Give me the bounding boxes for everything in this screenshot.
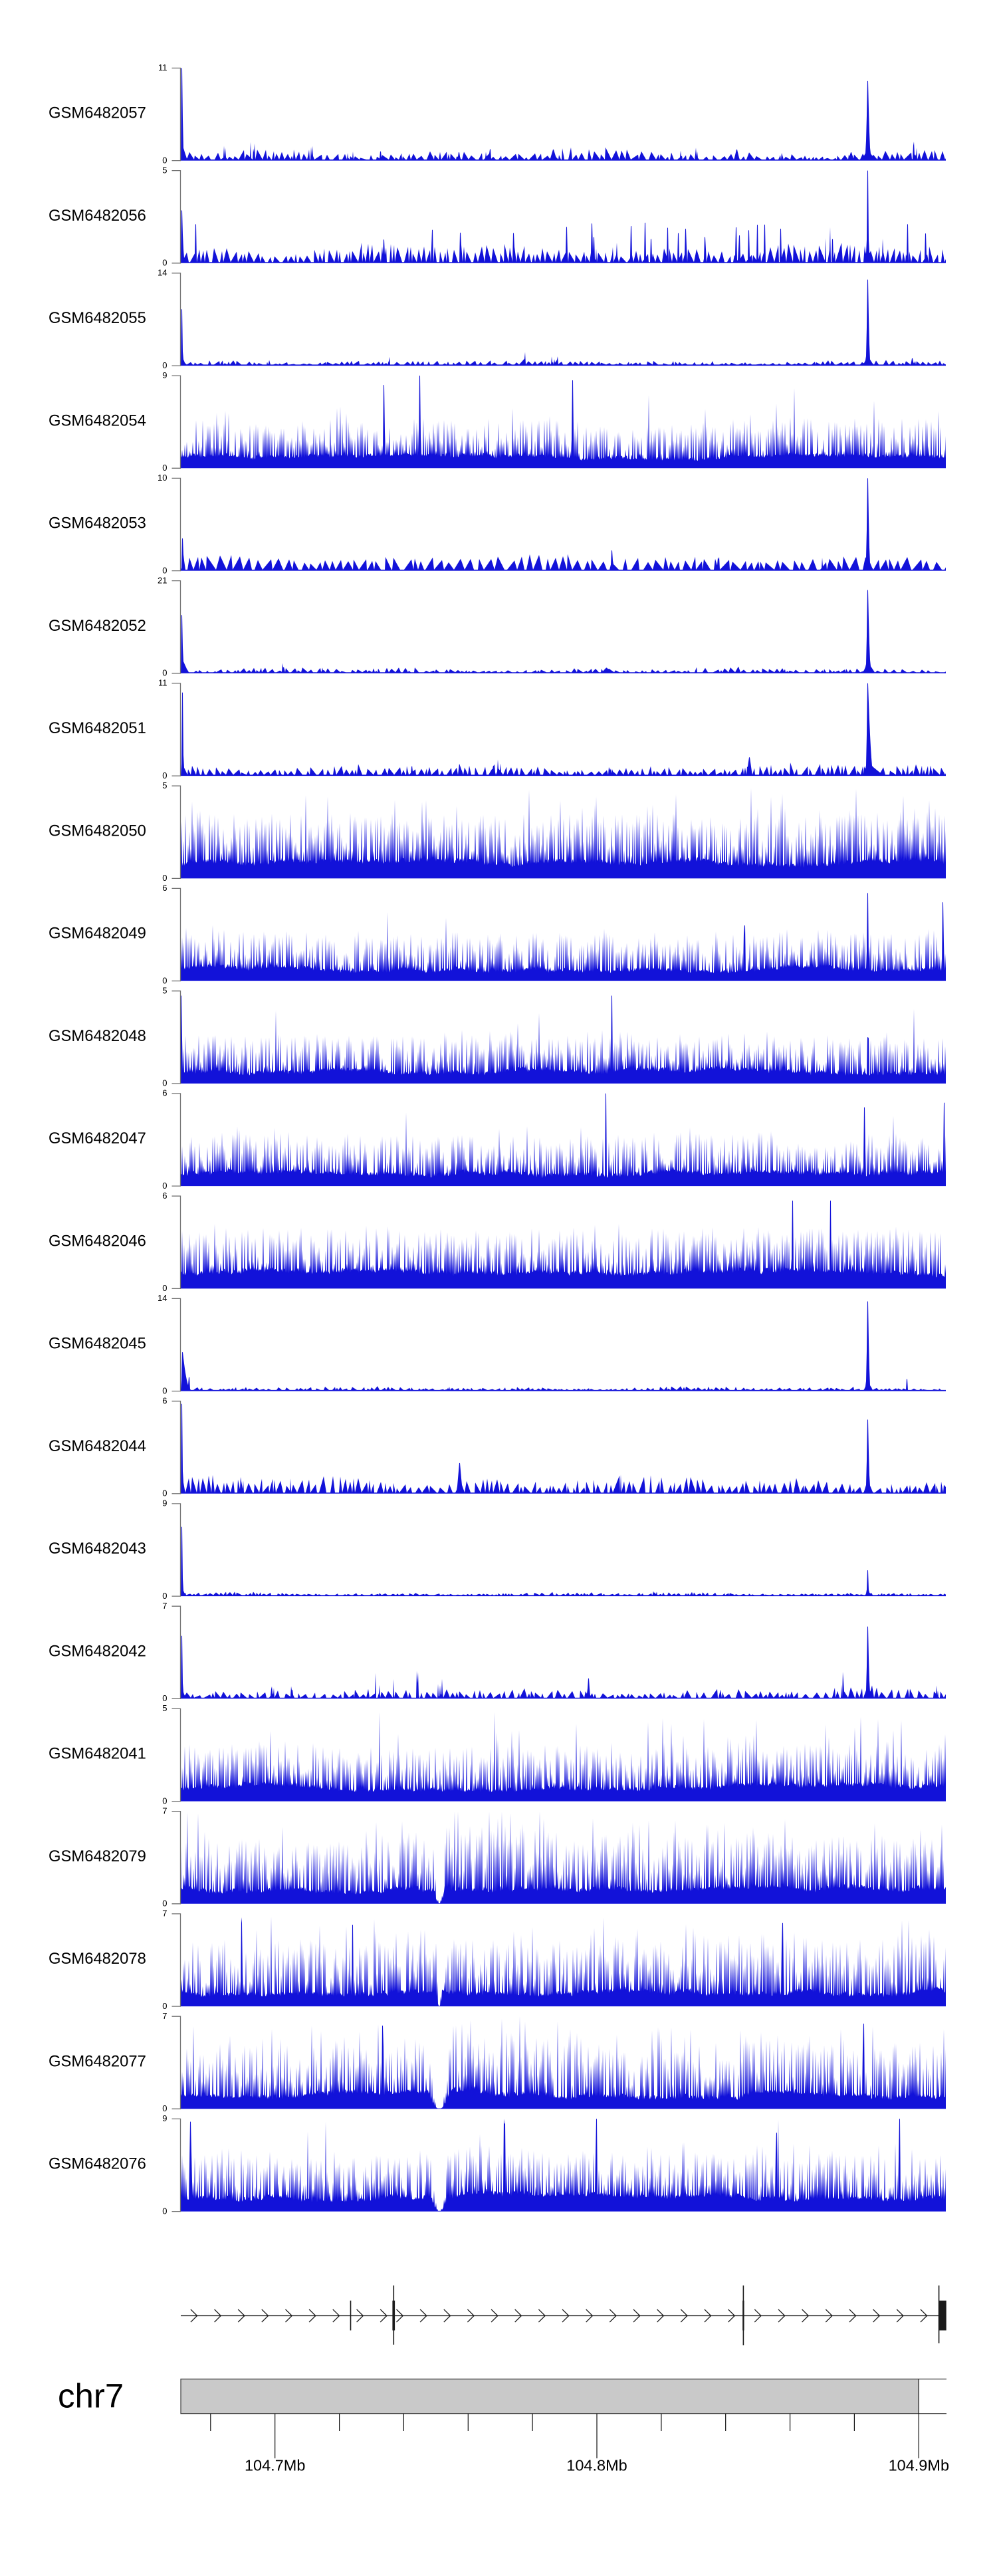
svg-text:6: 6 (162, 1191, 167, 1201)
svg-text:0: 0 (162, 565, 167, 575)
svg-text:GSM6482049: GSM6482049 (49, 925, 146, 943)
svg-text:0: 0 (162, 2001, 167, 2011)
svg-text:14: 14 (158, 268, 167, 278)
svg-text:0: 0 (162, 2103, 167, 2113)
svg-text:0: 0 (162, 668, 167, 678)
svg-text:7: 7 (162, 1601, 167, 1611)
svg-text:0: 0 (162, 770, 167, 780)
svg-text:0: 0 (162, 360, 167, 370)
svg-text:GSM6482045: GSM6482045 (49, 1335, 146, 1353)
svg-text:0: 0 (162, 463, 167, 473)
svg-text:GSM6482048: GSM6482048 (49, 1027, 146, 1045)
svg-text:GSM6482053: GSM6482053 (49, 515, 146, 532)
svg-text:11: 11 (158, 62, 167, 72)
svg-text:GSM6482041: GSM6482041 (49, 1745, 146, 1763)
svg-text:6: 6 (162, 1088, 167, 1098)
svg-text:GSM6482047: GSM6482047 (49, 1129, 146, 1147)
svg-text:GSM6482043: GSM6482043 (49, 1540, 146, 1558)
svg-text:0: 0 (162, 1591, 167, 1601)
svg-text:21: 21 (158, 575, 167, 585)
svg-text:GSM6482054: GSM6482054 (49, 411, 146, 429)
svg-text:104.9Mb: 104.9Mb (889, 2457, 949, 2474)
svg-text:GSM6482050: GSM6482050 (49, 822, 146, 840)
svg-text:9: 9 (162, 370, 167, 380)
svg-text:GSM6482052: GSM6482052 (49, 617, 146, 635)
svg-text:GSM6482077: GSM6482077 (49, 2052, 146, 2070)
svg-text:11: 11 (158, 678, 167, 688)
svg-text:104.8Mb: 104.8Mb (566, 2457, 627, 2474)
svg-text:0: 0 (162, 2206, 167, 2216)
svg-text:GSM6482044: GSM6482044 (49, 1437, 146, 1455)
svg-text:GSM6482055: GSM6482055 (49, 309, 146, 327)
svg-text:104.7Mb: 104.7Mb (245, 2457, 305, 2474)
svg-text:0: 0 (162, 1385, 167, 1395)
svg-text:0: 0 (162, 873, 167, 883)
svg-text:0: 0 (162, 1078, 167, 1088)
svg-text:GSM6482076: GSM6482076 (49, 2155, 146, 2173)
svg-text:7: 7 (162, 1909, 167, 1919)
svg-text:0: 0 (162, 258, 167, 268)
svg-text:5: 5 (162, 165, 167, 175)
svg-text:10: 10 (158, 473, 167, 483)
svg-text:0: 0 (162, 1693, 167, 1703)
svg-text:6: 6 (162, 1396, 167, 1406)
svg-text:9: 9 (162, 2113, 167, 2123)
svg-text:0: 0 (162, 1488, 167, 1498)
svg-text:GSM6482042: GSM6482042 (49, 1642, 146, 1660)
svg-text:GSM6482057: GSM6482057 (49, 104, 146, 122)
svg-text:0: 0 (162, 1181, 167, 1191)
svg-text:0: 0 (162, 1796, 167, 1806)
svg-text:0: 0 (162, 155, 167, 165)
svg-text:6: 6 (162, 883, 167, 893)
svg-text:0: 0 (162, 1283, 167, 1293)
svg-text:7: 7 (162, 2011, 167, 2021)
svg-text:GSM6482078: GSM6482078 (49, 1950, 146, 1968)
svg-text:9: 9 (162, 1498, 167, 1508)
svg-text:0: 0 (162, 975, 167, 985)
svg-text:chr7: chr7 (58, 2377, 124, 2415)
svg-text:5: 5 (162, 1703, 167, 1713)
svg-text:14: 14 (158, 1293, 167, 1303)
svg-text:7: 7 (162, 1806, 167, 1816)
svg-text:GSM6482051: GSM6482051 (49, 719, 146, 737)
svg-text:0: 0 (162, 1899, 167, 1909)
svg-text:5: 5 (162, 986, 167, 996)
svg-text:GSM6482056: GSM6482056 (49, 207, 146, 225)
svg-text:5: 5 (162, 780, 167, 790)
svg-text:GSM6482079: GSM6482079 (49, 1847, 146, 1865)
svg-text:GSM6482046: GSM6482046 (49, 1232, 146, 1250)
